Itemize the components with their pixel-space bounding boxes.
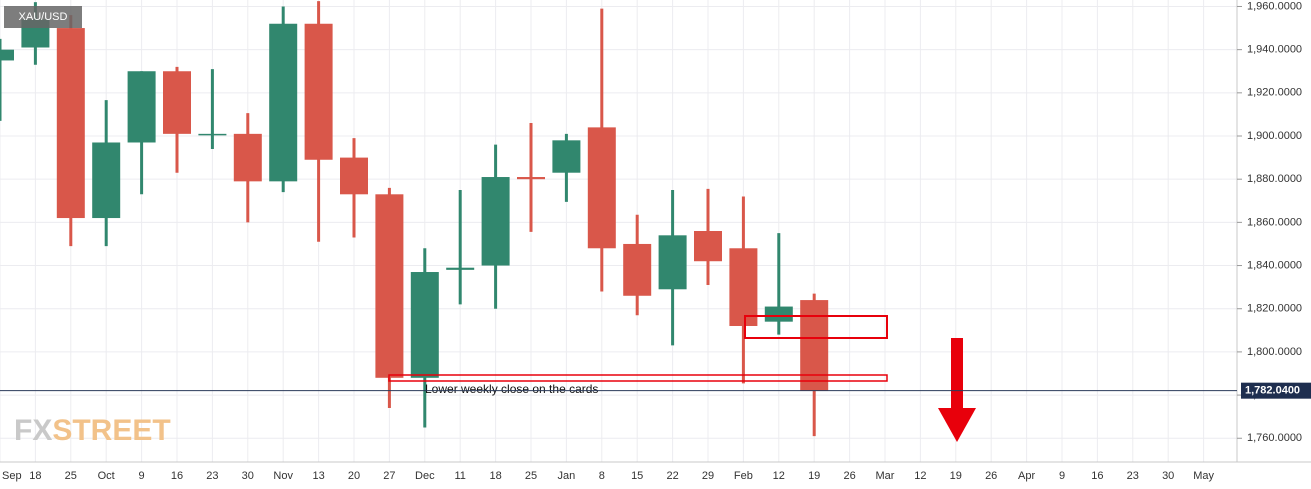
highlight-box bbox=[744, 315, 888, 339]
candle-body bbox=[233, 133, 262, 182]
watermark-fx: FXSTREET bbox=[14, 414, 171, 447]
y-tick-label: 1,860.0000 bbox=[1247, 216, 1302, 228]
candle-body bbox=[729, 248, 758, 326]
x-tick-label: 9 bbox=[139, 470, 145, 482]
y-tick-label: 1,940.0000 bbox=[1247, 44, 1302, 56]
x-tick-label: 20 bbox=[348, 470, 360, 482]
arrow-shaft bbox=[951, 338, 963, 410]
x-tick-label: 30 bbox=[1162, 470, 1174, 482]
y-tick-label: 1,920.0000 bbox=[1247, 87, 1302, 99]
x-tick-label: 11 bbox=[454, 470, 465, 482]
candle-body bbox=[269, 23, 298, 182]
axes: 1,760.00001,780.00001,800.00001,820.0000… bbox=[2, 0, 1302, 482]
candle-body bbox=[481, 177, 510, 266]
watermark-street-text: STREET bbox=[52, 414, 170, 447]
x-tick-label: 26 bbox=[843, 470, 855, 482]
x-tick-label: Feb bbox=[734, 470, 753, 482]
symbol-badge bbox=[4, 6, 82, 28]
x-tick-label: Mar bbox=[876, 470, 895, 482]
x-tick-label: Oct bbox=[98, 470, 115, 482]
candle-body bbox=[163, 71, 191, 134]
x-tick-label: 18 bbox=[29, 470, 41, 482]
watermark-fx-text: FX bbox=[14, 414, 52, 447]
x-tick-label: 19 bbox=[808, 470, 820, 482]
x-tick-label: 25 bbox=[65, 470, 77, 482]
candles bbox=[0, 1, 829, 437]
annotation: Lower weekly close on the cards bbox=[425, 382, 598, 396]
candle-body bbox=[587, 127, 616, 249]
y-tick-label: 1,900.0000 bbox=[1247, 130, 1302, 142]
y-tick-label: 1,840.0000 bbox=[1247, 259, 1302, 271]
x-tick-label: 12 bbox=[914, 470, 926, 482]
candle-body bbox=[446, 267, 475, 270]
x-tick-label: Dec bbox=[415, 470, 435, 482]
candle-body bbox=[658, 235, 687, 290]
x-tick-label: 16 bbox=[1091, 470, 1103, 482]
x-tick-label: 23 bbox=[1127, 470, 1139, 482]
y-tick-label: 1,880.0000 bbox=[1247, 173, 1302, 185]
candle-body bbox=[0, 49, 14, 61]
candle-body bbox=[517, 177, 545, 180]
candle-body bbox=[410, 272, 439, 378]
x-tick-label: 27 bbox=[383, 470, 395, 482]
overlay: Lower weekly close on the cards XAU/USD bbox=[4, 6, 976, 442]
y-tick-label: 1,820.0000 bbox=[1247, 303, 1302, 315]
x-tick-label: 9 bbox=[1059, 470, 1065, 482]
candle-body bbox=[694, 231, 722, 262]
candle-body bbox=[127, 71, 156, 143]
x-tick-label: 12 bbox=[773, 470, 785, 482]
x-tick-label: 15 bbox=[631, 470, 643, 482]
candle-body bbox=[764, 306, 793, 322]
x-tick-label: May bbox=[1193, 470, 1214, 482]
x-tick-label: Apr bbox=[1018, 470, 1035, 482]
x-tick-label: 22 bbox=[666, 470, 678, 482]
candle-body bbox=[340, 157, 368, 195]
candle-body bbox=[92, 142, 121, 219]
candle-body bbox=[304, 23, 333, 160]
x-tick-label: Jan bbox=[558, 470, 576, 482]
x-tick-label: 16 bbox=[171, 470, 183, 482]
x-tick-label: 29 bbox=[702, 470, 714, 482]
candle-body bbox=[56, 28, 85, 219]
highlight-box bbox=[388, 374, 888, 382]
x-tick-label: 23 bbox=[206, 470, 218, 482]
last-price-badge bbox=[1241, 382, 1311, 399]
candle-body bbox=[623, 243, 652, 296]
candle-body bbox=[800, 300, 829, 391]
x-tick-label: 25 bbox=[525, 470, 537, 482]
x-tick-label: 26 bbox=[985, 470, 997, 482]
arrow-head bbox=[938, 408, 976, 442]
last-price-label: 1,782.0400 bbox=[1245, 385, 1300, 397]
candle-body bbox=[375, 194, 404, 378]
x-tick-label: 19 bbox=[950, 470, 962, 482]
candle-body bbox=[552, 140, 581, 173]
candle-body bbox=[198, 133, 227, 136]
x-tick-label: 30 bbox=[242, 470, 254, 482]
y-tick-label: 1,760.0000 bbox=[1247, 432, 1302, 444]
x-tick-label: 8 bbox=[599, 470, 605, 482]
x-tick-label: Nov bbox=[273, 470, 293, 482]
watermark: FXSTREET bbox=[14, 414, 171, 447]
chart-title: XAU/USD bbox=[19, 11, 68, 23]
x-tick-label: 13 bbox=[312, 470, 324, 482]
y-tick-label: 1,800.0000 bbox=[1247, 346, 1302, 358]
y-tick-label: 1,960.0000 bbox=[1247, 0, 1302, 12]
x-tick-label: Sep bbox=[2, 470, 22, 482]
x-tick-label: 18 bbox=[489, 470, 501, 482]
